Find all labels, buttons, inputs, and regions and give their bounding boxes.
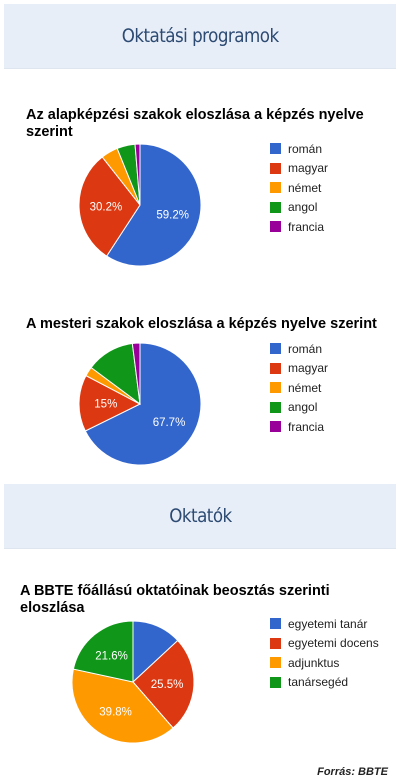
chart-1-legend: román magyar német angol francia xyxy=(270,139,328,237)
pie-data-label: 59.2% xyxy=(156,210,189,222)
chart-2-pie: 67.7% 15% xyxy=(78,342,202,466)
legend-label: magyar xyxy=(288,361,329,376)
legend-label: francia xyxy=(288,219,325,234)
legend-item: magyar xyxy=(270,159,328,179)
chart-1-pie: 59.2% 30.2% xyxy=(78,143,202,267)
pie-slice-román xyxy=(105,143,202,267)
legend-label: német xyxy=(288,180,322,195)
legend-swatch xyxy=(270,657,281,669)
staff-title: Oktatók xyxy=(168,505,232,527)
legend-label: tanársegéd xyxy=(288,675,349,690)
programs-banner: Oktatási programok xyxy=(4,4,396,69)
legend-swatch xyxy=(270,637,281,649)
legend-item: magyar xyxy=(270,359,328,379)
pie-slice-francia xyxy=(131,342,141,405)
legend-swatch xyxy=(270,382,281,394)
legend-item: angol xyxy=(270,398,328,418)
legend-item: egyetemi docens xyxy=(270,634,379,654)
legend-item: német xyxy=(270,178,328,198)
legend-label: angol xyxy=(288,400,318,415)
legend-label: angol xyxy=(288,200,318,215)
pie-slice-francia xyxy=(134,143,141,206)
legend-item: román xyxy=(270,139,328,159)
legend-swatch xyxy=(270,182,281,194)
pie-data-label: 21.6% xyxy=(95,650,128,662)
pie-data-label: 39.8% xyxy=(99,706,132,718)
legend-item: román xyxy=(270,339,328,359)
legend-swatch xyxy=(270,343,281,355)
legend-swatch xyxy=(270,201,281,213)
legend-swatch xyxy=(270,421,281,433)
pie-slice-magyar xyxy=(78,156,141,257)
legend-item: adjunktus xyxy=(270,653,379,673)
pie-data-label: 25.5% xyxy=(151,679,184,691)
chart-2-title: A mesteri szakok eloszlása a képzés nyel… xyxy=(26,316,377,332)
staff-banner: Oktatók xyxy=(4,484,396,549)
legend-swatch xyxy=(270,162,281,174)
legend-swatch xyxy=(270,143,281,155)
legend-item: német xyxy=(270,378,328,398)
legend-swatch xyxy=(270,618,281,630)
legend-swatch xyxy=(270,221,281,233)
legend-label: román xyxy=(288,141,323,156)
pie-data-label: 15% xyxy=(94,399,117,411)
legend-swatch xyxy=(270,676,281,688)
pie-slice-egyetemi-docens xyxy=(132,639,195,729)
chart-1-title: Az alapképzési szakok eloszlása a képzés… xyxy=(26,107,364,140)
legend-label: egyetemi tanár xyxy=(288,616,368,631)
pie-data-label: 30.2% xyxy=(90,202,123,214)
legend-label: német xyxy=(288,380,322,395)
chart-2-legend: román magyar német angol francia xyxy=(270,339,328,437)
programs-title: Oktatási programok xyxy=(121,25,279,47)
legend-label: egyetemi docens xyxy=(288,636,379,651)
legend-item: angol xyxy=(270,198,328,218)
pie-slice-magyar xyxy=(78,374,142,432)
legend-item: francia xyxy=(270,417,328,437)
pie-data-label: 67.7% xyxy=(153,417,186,429)
legend-label: román xyxy=(288,341,323,356)
chart-3-title: A BBTE főállású oktatóinak beosztás szer… xyxy=(20,583,330,616)
legend-item: tanársegéd xyxy=(270,673,379,693)
legend-item: egyetemi tanár xyxy=(270,614,379,634)
legend-swatch xyxy=(270,362,281,374)
legend-item: francia xyxy=(270,217,328,237)
chart-3-pie: 25.5% 39.8% 21.6% xyxy=(71,620,195,744)
legend-label: adjunktus xyxy=(288,655,340,670)
pie-slice-adjunktus xyxy=(71,668,174,744)
legend-label: francia xyxy=(288,419,325,434)
pie-slice-román xyxy=(84,342,202,466)
legend-label: magyar xyxy=(288,161,329,176)
chart-3-legend: egyetemi tanár egyetemi docens adjunktus ta… xyxy=(270,614,379,692)
source-note: Forrás: BBTE xyxy=(317,766,388,778)
legend-swatch xyxy=(270,401,281,413)
pie-slice-tanársegéd xyxy=(72,620,134,683)
